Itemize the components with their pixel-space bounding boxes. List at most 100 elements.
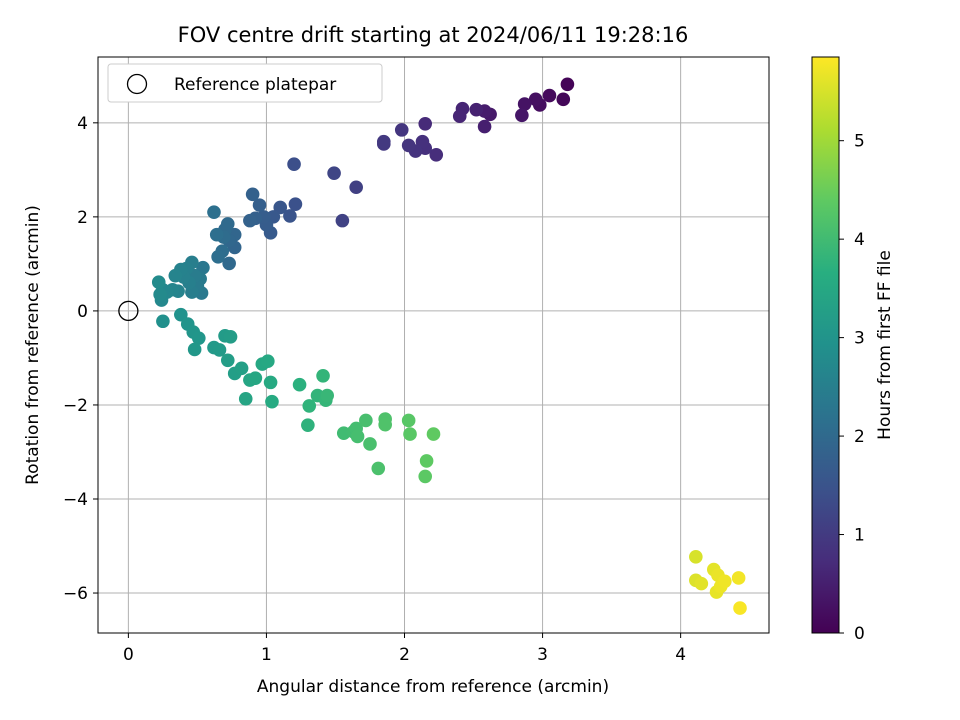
colorbar-label: Hours from first FF file [875, 250, 895, 440]
data-point [153, 287, 167, 302]
colorbar-tick-label: 2 [854, 427, 865, 447]
data-point [265, 394, 279, 409]
data-point [401, 413, 416, 428]
data-point [376, 134, 391, 149]
colorbar-tick-label: 0 [854, 624, 865, 644]
data-point [273, 200, 288, 215]
data-point [429, 148, 444, 162]
data-point [731, 571, 746, 585]
x-tick-label: 4 [675, 645, 686, 665]
data-point [287, 157, 301, 172]
x-tick-label: 1 [261, 645, 272, 665]
data-point [209, 227, 224, 242]
legend-entry-reference: Reference platepar [174, 75, 336, 95]
data-point [211, 250, 225, 264]
data-point [327, 166, 341, 180]
colorbar: 0 1 2 3 4 5 Hours from first FF file [811, 56, 895, 644]
colorbar-tick-label: 4 [854, 230, 865, 250]
data-point [302, 399, 317, 413]
reference-point-marker [118, 300, 139, 322]
data-point [243, 213, 257, 228]
data-point [288, 197, 303, 211]
data-point [156, 314, 170, 329]
data-point [252, 198, 267, 212]
data-point [187, 342, 202, 357]
data-point [316, 368, 330, 383]
data-point [234, 361, 249, 376]
x-tick-label: 3 [537, 645, 548, 665]
data-point [371, 461, 386, 476]
data-point [283, 209, 297, 223]
colorbar-ticks: 0 1 2 3 4 5 [839, 132, 865, 644]
data-point [419, 454, 434, 468]
data-point [556, 92, 571, 107]
data-point [223, 329, 238, 344]
y-tick-label: −2 [63, 396, 88, 416]
data-point [415, 134, 430, 149]
x-axis-label: Angular distance from reference (arcmin) [257, 677, 609, 697]
data-point [694, 576, 709, 591]
data-point [452, 109, 467, 124]
legend: Reference platepar [107, 63, 383, 103]
colorbar-tick-label: 1 [854, 526, 865, 546]
data-point [528, 92, 543, 107]
y-axis-label: Rotation from reference (arcmin) [23, 205, 43, 485]
data-point [542, 88, 557, 103]
data-point [292, 377, 307, 392]
legend-marker-icon [126, 73, 148, 95]
data-point [349, 180, 363, 195]
data-point [426, 427, 441, 441]
data-point [238, 392, 253, 406]
data-point [263, 375, 278, 390]
y-tick-label: −4 [63, 490, 88, 510]
data-point [418, 116, 433, 131]
data-point [301, 418, 315, 432]
data-point [212, 343, 227, 357]
y-tick-label: 0 [77, 302, 88, 322]
legend-box [107, 63, 383, 103]
data-point [207, 205, 221, 219]
colorbar-tick-label: 3 [854, 329, 865, 349]
data-point [733, 601, 747, 615]
colorbar-tick-label: 5 [854, 132, 865, 152]
data-point [689, 550, 703, 564]
data-point [359, 413, 373, 428]
data-point [245, 187, 260, 202]
grid-lines [98, 57, 769, 633]
x-tick-label: 2 [399, 645, 410, 665]
data-point [378, 417, 392, 432]
y-axis-ticks: −6 −4 −2 0 2 4 [63, 114, 98, 604]
data-point [151, 275, 166, 290]
data-point [560, 77, 575, 92]
data-point [718, 574, 732, 589]
data-point [418, 469, 433, 484]
data-point [517, 97, 532, 111]
x-axis-ticks: 0 1 2 3 4 [123, 633, 686, 665]
data-point [469, 102, 484, 117]
colorbar-gradient [811, 56, 840, 634]
data-point [403, 427, 417, 441]
data-point [477, 119, 492, 134]
x-tick-label: 0 [123, 645, 134, 665]
data-point [515, 108, 529, 123]
data-point [335, 213, 350, 228]
scatter-points [151, 77, 747, 615]
y-tick-label: 4 [77, 114, 88, 134]
data-point [401, 138, 416, 153]
chart-title: FOV centre drift starting at 2024/06/11 … [178, 23, 689, 47]
data-point [363, 437, 377, 451]
y-tick-label: −6 [63, 584, 88, 604]
data-point [222, 256, 236, 271]
data-point [168, 268, 183, 283]
data-point [350, 429, 365, 444]
y-tick-label: 2 [77, 208, 88, 228]
plot-frame [97, 56, 770, 634]
data-point [248, 371, 263, 385]
data-point [261, 354, 275, 369]
data-point [220, 353, 235, 368]
data-point [394, 123, 409, 137]
data-point [191, 331, 206, 345]
data-point [320, 388, 334, 403]
data-point [174, 307, 188, 322]
